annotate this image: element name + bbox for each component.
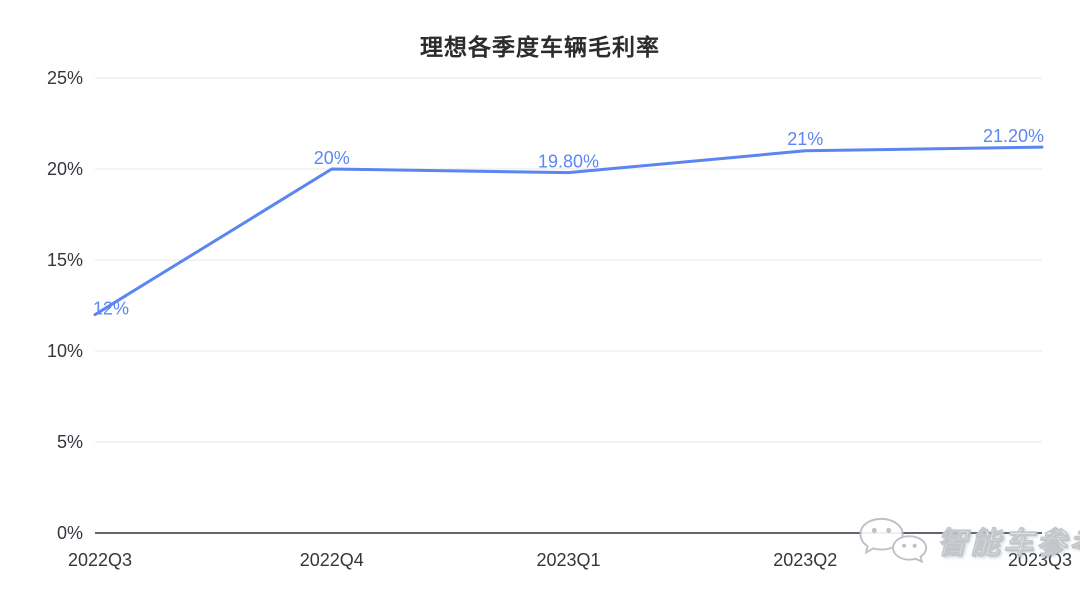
chart-title: 理想各季度车辆毛利率	[420, 34, 660, 60]
y-axis-tick-label: 0%	[57, 523, 83, 543]
x-axis-tick-label: 2022Q4	[300, 550, 364, 570]
y-axis-tick-label: 15%	[47, 250, 83, 270]
x-axis-tick-label: 2023Q2	[773, 550, 837, 570]
data-point-label: 21.20%	[983, 126, 1044, 146]
data-point-label: 12%	[93, 299, 129, 319]
data-line	[93, 145, 1044, 317]
y-axis-tick-label: 20%	[47, 159, 83, 179]
y-axis-tick-label: 25%	[47, 68, 83, 88]
data-point-label: 21%	[787, 129, 823, 149]
y-axis-tick-label: 10%	[47, 341, 83, 361]
data-point-label: 20%	[314, 148, 350, 168]
x-axis-tick-label: 2022Q3	[68, 550, 132, 570]
data-point-label: 19.80%	[538, 152, 599, 172]
x-axis-tick-label: 2023Q1	[536, 550, 600, 570]
y-axis-tick-label: 5%	[57, 432, 83, 452]
x-axis-tick-label: 2023Q3	[1008, 550, 1072, 570]
